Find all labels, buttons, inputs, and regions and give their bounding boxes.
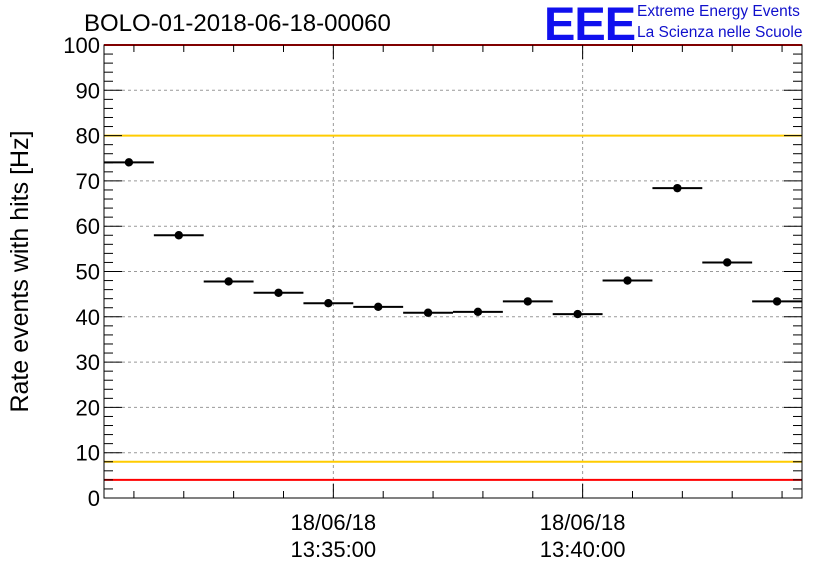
x-tick-time-label: 13:35:00 [291,537,377,562]
data-point [274,288,283,297]
x-tick-date-label: 18/06/18 [540,510,626,535]
data-point [374,302,383,312]
logo-line-2: La Scienza nelle Scuole [637,24,803,41]
y-tick-label: 90 [76,78,100,103]
y-tick-label: 10 [76,441,100,466]
y-tick-label: 20 [76,395,100,420]
y-tick-label: 40 [76,305,100,330]
eee-logo: EEE [544,0,636,50]
x-tick-time-label: 13:40:00 [540,537,626,562]
y-tick-label: 30 [76,350,100,375]
logo-line-1: Extreme Energy Events [637,3,800,20]
y-tick-label: 80 [76,124,100,149]
data-point [423,308,433,317]
data-point [623,276,632,285]
data-point [124,158,134,167]
y-tick-label: 70 [76,169,100,194]
data-point [723,258,732,267]
x-tick-date-label: 18/06/18 [291,510,377,535]
data-point [224,277,233,286]
chart-title: BOLO-01-2018-06-18-00060 [84,10,391,37]
y-tick-label: 100 [63,33,100,58]
y-tick-label: 50 [76,260,100,285]
y-axis-label: Rate events with hits [Hz] [6,130,34,412]
data-point [772,297,782,306]
y-tick-label: 60 [76,214,100,239]
data-point [174,231,183,240]
data-point [324,299,333,308]
data-point [573,309,582,319]
data-point [473,307,483,317]
data-point [673,183,682,193]
y-tick-label: 0 [88,486,100,511]
data-point [523,297,532,306]
